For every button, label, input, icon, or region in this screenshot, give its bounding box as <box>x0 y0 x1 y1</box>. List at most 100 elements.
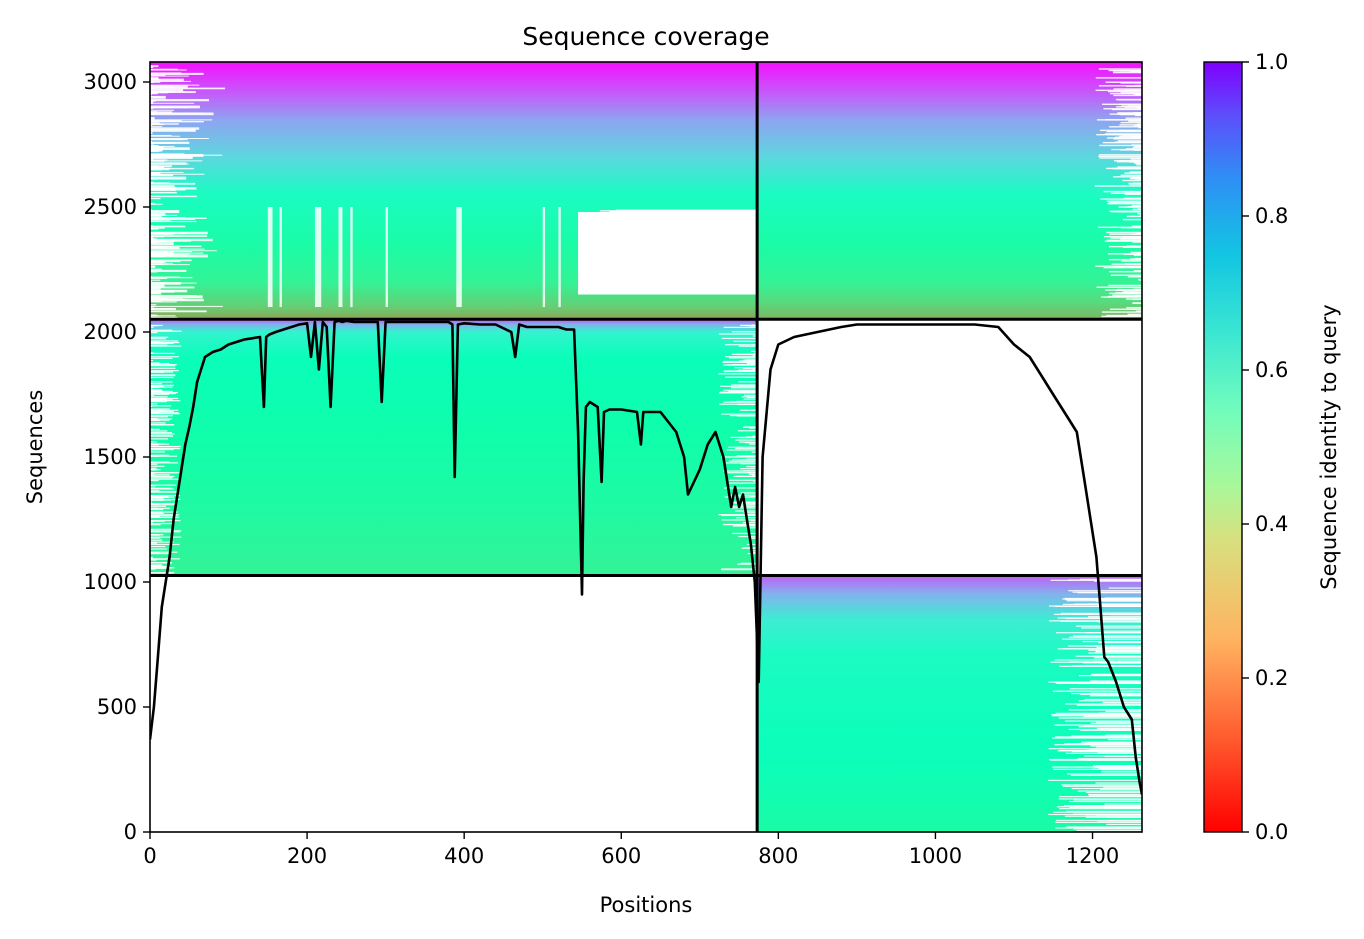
gap-line <box>1055 712 1142 714</box>
gap-line <box>150 499 175 501</box>
gap-line <box>1131 225 1142 227</box>
gap-line <box>1121 236 1142 238</box>
gap-line <box>1084 698 1142 701</box>
gap-line <box>150 172 184 174</box>
gap-line <box>615 240 758 242</box>
gap-line <box>1102 141 1142 144</box>
gap-line <box>150 173 205 175</box>
gap-line <box>1110 613 1142 616</box>
gap-line <box>752 362 758 364</box>
gap-line <box>150 301 177 303</box>
gap-line <box>1122 291 1142 293</box>
gap-line <box>597 256 758 258</box>
gap-line <box>1069 636 1142 638</box>
gap-line <box>150 479 159 482</box>
gap-line <box>1126 215 1142 218</box>
gap-line <box>150 220 197 223</box>
gap-line <box>150 263 173 265</box>
gap-line <box>1110 237 1142 239</box>
gap-line <box>1048 748 1142 750</box>
gap-line <box>745 403 758 405</box>
gap-line <box>1135 134 1142 136</box>
gap-line <box>722 523 758 526</box>
gap-column <box>558 207 561 307</box>
gap-line <box>1084 755 1142 757</box>
gap-line <box>1078 674 1142 677</box>
gap-line <box>738 437 758 439</box>
gap-line <box>718 392 758 394</box>
gap-line <box>1107 655 1142 657</box>
gap-line <box>1087 603 1142 605</box>
colorbar-label: Sequence identity to query <box>1317 304 1341 589</box>
gap-line <box>150 415 173 417</box>
gap-line <box>1095 811 1142 813</box>
gap-line <box>723 389 758 391</box>
gap-line <box>1062 785 1142 787</box>
gap-line <box>1086 791 1142 793</box>
y-tick-label: 1500 <box>84 445 137 469</box>
gap-line <box>733 340 758 342</box>
gap-line <box>1085 665 1142 667</box>
gap-line <box>1125 117 1142 119</box>
gap-line <box>150 109 174 111</box>
gap-line <box>1103 108 1142 110</box>
gap-line <box>1093 661 1142 663</box>
gap-line <box>1121 260 1142 262</box>
gap-line <box>620 226 758 228</box>
gap-line <box>150 87 226 90</box>
gap-line <box>615 276 758 278</box>
gap-line <box>1095 746 1142 748</box>
gap-line <box>150 203 156 205</box>
gap-line <box>150 276 169 279</box>
gap-line <box>596 278 758 280</box>
coverage-line <box>150 319 1142 795</box>
gap-line <box>150 191 177 194</box>
gap-line <box>150 370 179 372</box>
gap-line <box>1087 793 1142 796</box>
gap-line <box>150 119 182 122</box>
gap-line <box>150 454 170 456</box>
gap-line <box>150 521 154 523</box>
gap-line <box>150 165 172 168</box>
gap-line <box>1111 167 1142 170</box>
gap-line <box>1111 192 1142 194</box>
gap-line <box>1131 144 1142 146</box>
gap-line <box>737 563 758 565</box>
gap-line <box>150 153 204 157</box>
gap-line <box>150 419 160 422</box>
gap-line <box>150 487 172 489</box>
gap-line <box>726 449 758 451</box>
gap-line <box>150 537 161 539</box>
gap-line <box>1089 805 1142 807</box>
gap-line <box>150 129 196 132</box>
gap-line <box>150 160 203 162</box>
gap-line <box>150 392 176 395</box>
gap-line <box>150 467 157 469</box>
gap-line <box>595 273 758 275</box>
gap-line <box>599 210 758 212</box>
gap-line <box>150 539 162 541</box>
gap-line <box>1059 749 1142 752</box>
gap-line <box>603 251 758 253</box>
gap-line <box>747 472 758 474</box>
gap-line <box>1077 704 1142 706</box>
gap-line <box>1137 123 1142 126</box>
gap-line <box>150 494 180 497</box>
coverage-line-layer <box>150 319 1142 795</box>
gap-line <box>150 438 168 440</box>
gap-line <box>1140 183 1142 186</box>
gap-line <box>150 280 152 283</box>
gap-line <box>150 218 195 221</box>
gap-line <box>1100 662 1142 664</box>
gap-line <box>1067 743 1142 745</box>
gap-line <box>150 387 153 389</box>
gap-line <box>1101 771 1142 773</box>
gap-line <box>150 284 165 288</box>
gap-line <box>150 300 162 302</box>
gap-line <box>1097 119 1142 121</box>
gap-line <box>150 156 193 159</box>
gap-line <box>728 502 758 504</box>
gap-line <box>1054 659 1142 661</box>
y-axis-label: Sequences <box>23 390 47 505</box>
gap-line <box>150 541 174 543</box>
